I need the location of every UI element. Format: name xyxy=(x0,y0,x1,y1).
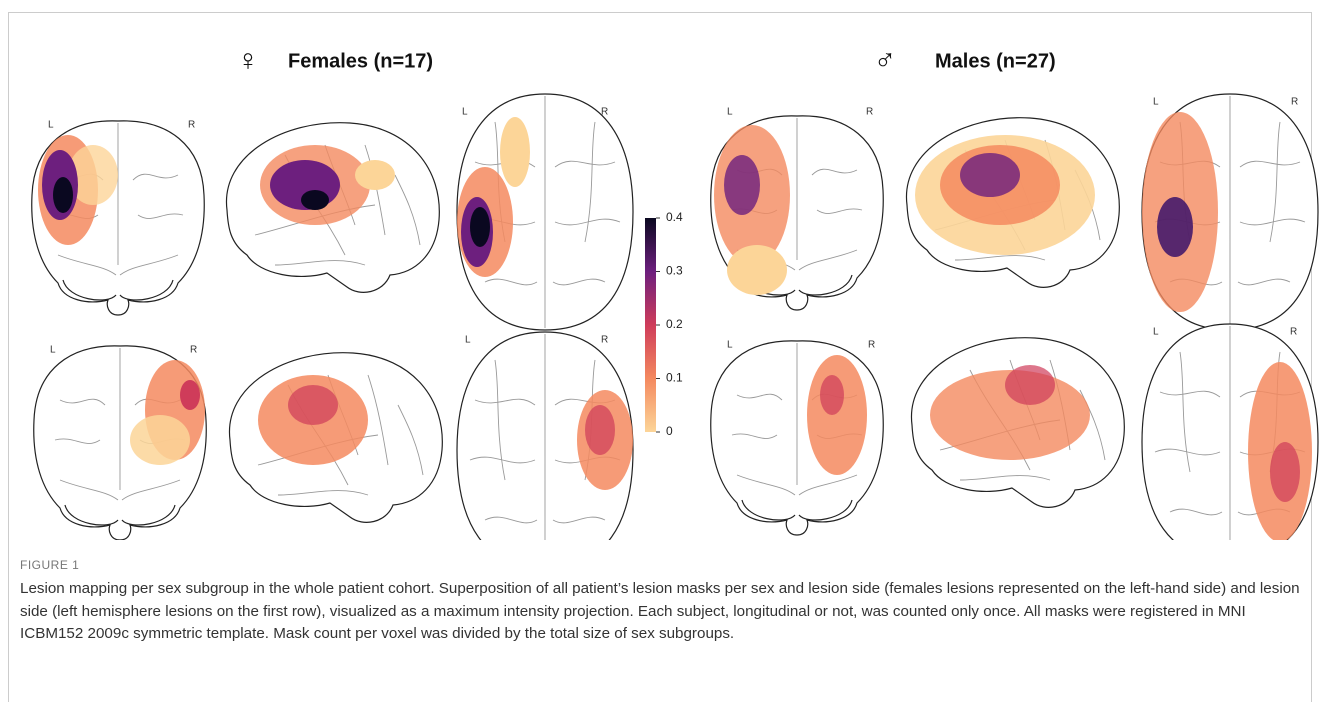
figure-caption: Lesion mapping per sex subgroup in the w… xyxy=(20,580,1300,642)
colorbar xyxy=(645,218,656,432)
left-label: L xyxy=(727,107,733,118)
brain-coronal xyxy=(31,120,205,316)
right-label: R xyxy=(601,335,608,346)
left-label: L xyxy=(50,345,56,356)
brain-coronal xyxy=(710,115,884,311)
brain-sagittal xyxy=(910,337,1125,508)
brain-axial xyxy=(456,331,634,540)
figure-label: FIGURE 1 xyxy=(20,558,80,572)
brain-coronal xyxy=(33,345,207,540)
colorbar-ticks: 0 0.1 0.2 0.3 0.4 xyxy=(656,210,683,438)
left-label: L xyxy=(1153,327,1159,338)
left-label: L xyxy=(465,335,471,346)
brain-axial xyxy=(456,93,634,331)
right-label: R xyxy=(1290,327,1297,338)
colorbar-tick-label: 0.1 xyxy=(666,371,683,385)
left-label: L xyxy=(48,120,54,131)
right-label: R xyxy=(1291,97,1298,108)
group-symbol: ♀ xyxy=(237,44,260,77)
orientation-labels: L R L R L R L R L R L R L R L R xyxy=(48,97,1298,356)
brain-sagittal xyxy=(225,122,440,293)
right-label: R xyxy=(866,107,873,118)
right-label: R xyxy=(601,107,608,118)
right-label: R xyxy=(868,340,875,351)
group-title: Males (n=27) xyxy=(935,50,1056,72)
left-label: L xyxy=(1153,97,1159,108)
colorbar-tick-label: 0.3 xyxy=(666,264,683,278)
brain-sagittal xyxy=(228,352,443,523)
figure: ♀ Females (n=17) ♂ Males (n=27) L R xyxy=(31,44,1319,540)
colorbar-tick-label: 0 xyxy=(666,424,673,438)
colorbar-tick-label: 0.4 xyxy=(666,210,683,224)
left-label: L xyxy=(727,340,733,351)
colorbar-tick-label: 0.2 xyxy=(666,317,683,331)
brain-axial xyxy=(1141,93,1319,331)
group-symbol: ♂ xyxy=(874,44,897,77)
brain-sagittal xyxy=(905,117,1120,288)
frame xyxy=(8,12,1312,702)
brain-coronal xyxy=(710,340,884,536)
right-label: R xyxy=(188,120,195,131)
brain-axial xyxy=(1141,323,1319,540)
group-title: Females (n=17) xyxy=(288,50,433,72)
left-label: L xyxy=(462,107,468,118)
right-label: R xyxy=(190,345,197,356)
